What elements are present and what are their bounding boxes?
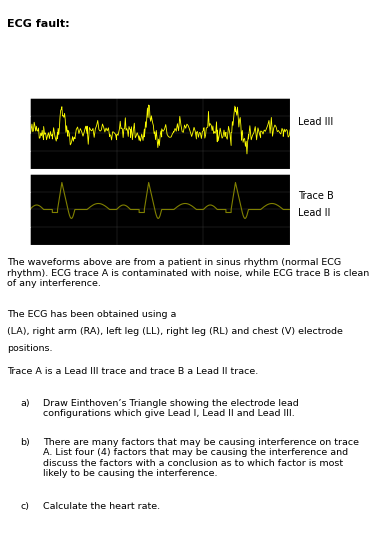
Y-axis label: Amplitude: Amplitude <box>3 193 8 226</box>
Text: Lead III: Lead III <box>298 118 333 127</box>
Text: Calculate the heart rate.: Calculate the heart rate. <box>43 502 160 511</box>
Text: positions.: positions. <box>7 344 53 353</box>
Text: Trace A is a Lead III trace and trace B a Lead II trace.: Trace A is a Lead III trace and trace B … <box>7 367 259 376</box>
Text: b): b) <box>20 438 30 447</box>
Text: Trace B: Trace B <box>298 191 333 201</box>
Text: ECG fault:: ECG fault: <box>7 19 70 29</box>
Text: c): c) <box>20 502 29 511</box>
Text: Draw Einthoven’s Triangle showing the electrode lead
configurations which give L: Draw Einthoven’s Triangle showing the el… <box>43 399 298 418</box>
Y-axis label: Amplitude: Amplitude <box>3 117 8 150</box>
Text: a): a) <box>20 399 30 408</box>
Text: The waveforms above are from a patient in sinus rhythm (normal ECG
rhythm). ECG : The waveforms above are from a patient i… <box>7 258 370 288</box>
Text: The ECG has been obtained using a: The ECG has been obtained using a <box>7 310 180 319</box>
Text: Lead II: Lead II <box>298 208 330 218</box>
Text: There are many factors that may be causing interference on trace
A. List four (4: There are many factors that may be causi… <box>43 438 359 478</box>
X-axis label: Time (secs): Time (secs) <box>140 257 180 263</box>
Text: (LA), right arm (RA), left leg (LL), right leg (RL) and chest (V) electrode: (LA), right arm (RA), left leg (LL), rig… <box>7 327 343 336</box>
